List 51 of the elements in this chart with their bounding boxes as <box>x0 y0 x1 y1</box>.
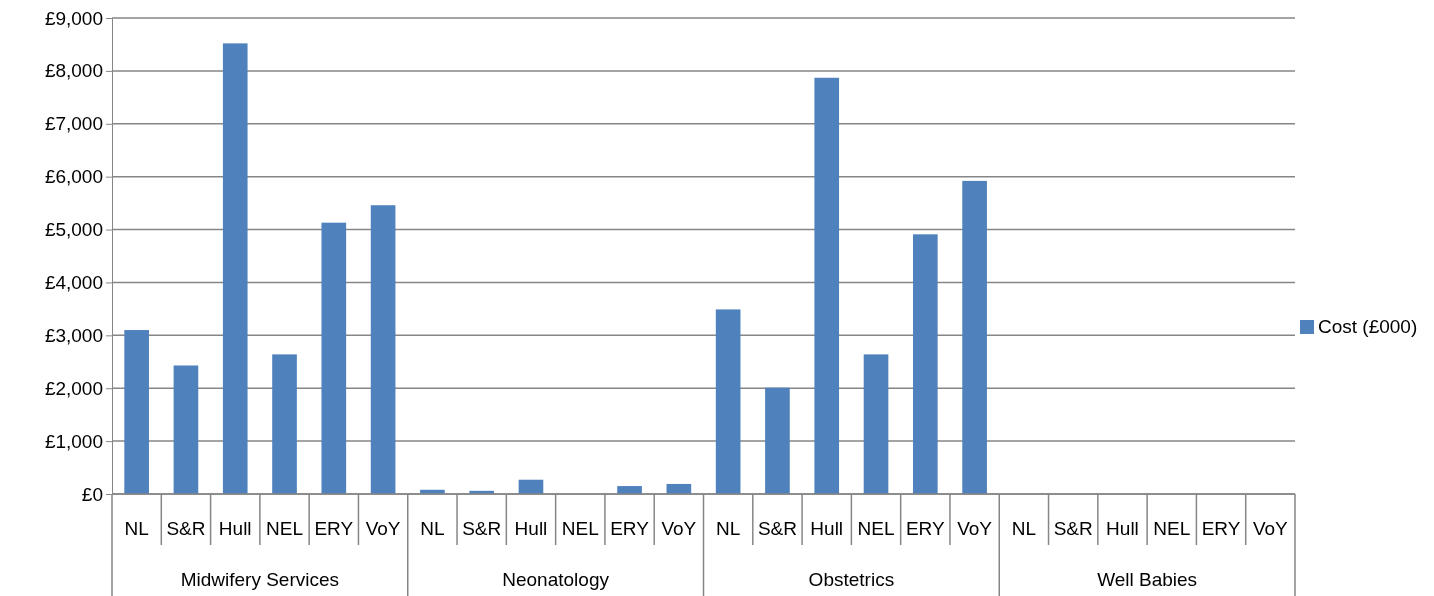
bar <box>765 387 790 494</box>
x-tick-label: Hull <box>1106 518 1139 539</box>
bar <box>912 234 938 494</box>
y-tick-label: £7,000 <box>44 113 103 135</box>
x-tick-label: NEL <box>561 518 599 539</box>
bar <box>863 354 889 494</box>
x-tick-label: NL <box>716 518 741 539</box>
x-tick-label: ERY <box>1201 518 1241 539</box>
x-tick-label: Hull <box>514 518 548 539</box>
x-tick-label: VoY <box>957 518 993 539</box>
x-tick-label: S&R <box>462 518 502 539</box>
x-tick-label: S&R <box>166 518 206 539</box>
y-tick-label: £2,000 <box>44 377 103 399</box>
x-tick-label: VoY <box>661 518 697 539</box>
x-tick-label: Hull <box>810 518 844 539</box>
y-tick-label: £8,000 <box>44 60 103 82</box>
y-tick-label: £3,000 <box>44 324 103 346</box>
x-tick-label: NEL <box>266 518 304 539</box>
bar <box>173 365 199 494</box>
legend-label: Cost (£000) <box>1318 316 1418 337</box>
bar <box>124 330 149 494</box>
x-tick-label: NEL <box>857 518 895 539</box>
y-tick-label: £1,000 <box>44 430 103 452</box>
bar <box>370 205 396 494</box>
y-tick-label: £6,000 <box>44 166 103 188</box>
x-tick-label: S&R <box>757 518 797 539</box>
x-tick-label: ERY <box>314 518 354 539</box>
bar <box>222 43 248 494</box>
bar <box>962 180 987 494</box>
text: Neonatology <box>502 569 610 590</box>
x-tick-label: VoY <box>1252 518 1289 539</box>
y-tick-label: £5,000 <box>44 219 103 241</box>
x-tick-label: S&R <box>1053 518 1093 539</box>
text: Obstetrics <box>808 569 895 590</box>
y-tick-label: £9,000 <box>44 7 103 29</box>
x-tick-label: NL <box>124 518 149 539</box>
x-tick-label: NEL <box>1153 518 1191 539</box>
x-tick-label: NL <box>1011 518 1037 539</box>
bar <box>715 309 741 494</box>
bar <box>814 77 840 494</box>
text: Well Babies <box>1097 569 1198 590</box>
text: Midwifery Services <box>180 569 340 590</box>
y-tick-label: £0 <box>81 483 103 505</box>
x-tick-label: NL <box>420 518 445 539</box>
x-tick-label: VoY <box>365 518 401 539</box>
bar <box>321 222 347 494</box>
y-tick-label: £4,000 <box>44 272 103 294</box>
bar <box>272 354 297 494</box>
x-tick-label: ERY <box>610 518 650 539</box>
x-tick-label: Hull <box>218 518 252 539</box>
x-tick-label: ERY <box>905 518 945 539</box>
